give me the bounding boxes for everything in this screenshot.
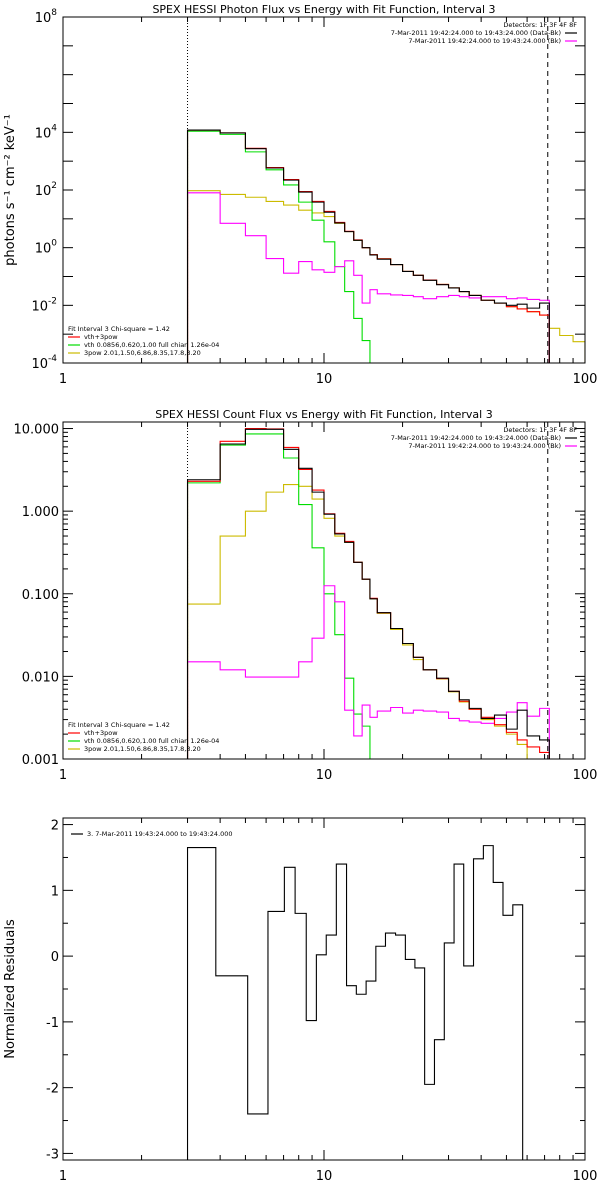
y-axis: 0.001 0.010 0.100 1.000 10.000 bbox=[14, 423, 585, 768]
legend-entry: 7-Mar-2011 19:42:24.000 to 19:43:24.000 … bbox=[408, 442, 561, 450]
y-tick-label: 0 bbox=[51, 950, 59, 965]
legend-entry: 7-Mar-2011 19:42:24.000 to 19:43:24.000 … bbox=[408, 37, 561, 45]
legend-entry: 3pow 2.01,1.50,6.86,8.35,17.8,3.20 bbox=[84, 745, 201, 753]
series-group bbox=[186, 427, 550, 759]
y-tick-label: -1 bbox=[46, 1016, 59, 1031]
legend-entry: 3pow 2.01,1.50,6.86,8.35,17.8,3.20 bbox=[84, 349, 201, 357]
legend-entry: 3. 7-Mar-2011 19:43:24.000 to 19:43:24.0… bbox=[87, 830, 233, 838]
y-tick-label: -3 bbox=[46, 1147, 59, 1162]
legend-entry: vth 0.0856,0.620,1.00 full chian 1.26e-0… bbox=[84, 341, 219, 349]
legend-header: Fit Interval 3 Chi-square = 1.42 bbox=[68, 721, 170, 729]
series-residuals bbox=[186, 845, 524, 1160]
x-tick-label: 100 bbox=[573, 1169, 598, 1184]
plot-frame bbox=[62, 16, 586, 364]
y-tick-label: 102 bbox=[35, 181, 57, 199]
series-bk bbox=[186, 585, 550, 759]
series-3pow bbox=[186, 190, 585, 363]
x-tick-label: 1 bbox=[59, 1169, 67, 1184]
legend-bottom-left: Fit Interval 3 Chi-square = 1.42vth+3pow… bbox=[68, 721, 219, 753]
x-tick-label: 100 bbox=[573, 768, 598, 783]
legend-top-right: Detectors: 1F 3F 4F 8F7-Mar-2011 19:42:2… bbox=[391, 21, 578, 45]
series-vth-3pow bbox=[186, 427, 550, 759]
legend-entry: vth+3pow bbox=[84, 333, 118, 341]
x-tick-label: 10 bbox=[316, 372, 333, 387]
x-tick-label: 10 bbox=[316, 768, 333, 783]
y-tick-label: 104 bbox=[35, 123, 58, 141]
photon-flux-panel: SPEX HESSI Photon Flux vs Energy with Fi… bbox=[3, 3, 597, 387]
legend-top-right: Detectors: 1F 3F 4F 8F7-Mar-2011 19:42:2… bbox=[391, 426, 578, 450]
y-tick-label: 1.000 bbox=[22, 505, 59, 520]
chart-title: SPEX HESSI Count Flux vs Energy with Fit… bbox=[155, 408, 492, 421]
legend-bottom-left: Fit Interval 3 Chi-square = 1.42vth+3pow… bbox=[68, 325, 219, 357]
y-axis: 10-4 10-2 100 102 104 108 bbox=[31, 8, 585, 372]
legend-top-left: 3. 7-Mar-2011 19:43:24.000 to 19:43:24.0… bbox=[71, 830, 233, 838]
series-group bbox=[186, 129, 585, 363]
y-tick-label: 10.000 bbox=[14, 423, 60, 438]
residuals-panel: Normalized Residuals 1 10 100 -3 -2 -1 0 1 2 3. 7-… bbox=[3, 817, 598, 1184]
series-data-bk bbox=[186, 428, 550, 759]
y-tick-label: 1 bbox=[51, 884, 59, 899]
legend-entry: vth 0.0856,0.620,1.00 full chian 1.26e-0… bbox=[84, 737, 219, 745]
series-3pow bbox=[186, 483, 550, 759]
y-tick-label: 2 bbox=[51, 819, 59, 834]
plot-frame bbox=[62, 421, 586, 760]
y-tick-label: 108 bbox=[35, 8, 58, 26]
legend-header: Fit Interval 3 Chi-square = 1.42 bbox=[68, 325, 170, 333]
x-tick-label: 10 bbox=[316, 1169, 333, 1184]
x-tick-label: 1 bbox=[59, 768, 67, 783]
y-axis-label: photons s⁻¹ cm⁻² keV⁻¹ bbox=[3, 114, 18, 266]
y-axis-label: Normalized Residuals bbox=[3, 919, 18, 1059]
y-tick-label: 0.001 bbox=[22, 753, 59, 768]
legend-entry: vth+3pow bbox=[84, 729, 118, 737]
y-tick-label: 10-4 bbox=[31, 354, 57, 372]
series-group bbox=[186, 845, 524, 1160]
x-tick-label: 1 bbox=[59, 372, 67, 387]
series-data-bk bbox=[186, 129, 550, 363]
y-axis: -3 -2 -1 0 1 2 bbox=[46, 819, 585, 1162]
chart-title: SPEX HESSI Photon Flux vs Energy with Fi… bbox=[152, 3, 495, 16]
x-tick-label: 100 bbox=[573, 372, 598, 387]
y-tick-label: 10-2 bbox=[31, 296, 57, 314]
series-vth-3pow bbox=[186, 129, 550, 363]
plot-frame bbox=[62, 817, 586, 1161]
legend-entry: 7-Mar-2011 19:42:24.000 to 19:43:24.000 … bbox=[391, 434, 561, 442]
series-vth bbox=[186, 433, 371, 759]
y-tick-label: 0.100 bbox=[22, 588, 59, 603]
legend-header: Detectors: 1F 3F 4F 8F bbox=[503, 426, 577, 434]
legend-entry: 7-Mar-2011 19:42:24.000 to 19:43:24.000 … bbox=[391, 29, 561, 37]
x-axis: 1 10 100 bbox=[59, 818, 598, 1184]
series-bk bbox=[186, 192, 550, 363]
y-tick-label: -2 bbox=[46, 1082, 59, 1097]
y-tick-label: 0.010 bbox=[22, 670, 59, 685]
legend-header: Detectors: 1F 3F 4F 8F bbox=[503, 21, 577, 29]
count-flux-panel: SPEX HESSI Count Flux vs Energy with Fit… bbox=[14, 408, 598, 783]
y-tick-label: 100 bbox=[35, 239, 58, 257]
